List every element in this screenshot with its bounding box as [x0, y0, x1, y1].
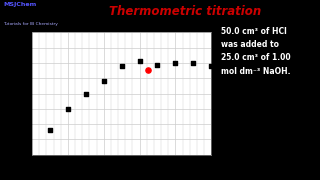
Point [173, 62, 178, 64]
Point [119, 65, 124, 68]
Point [137, 60, 142, 63]
Point [65, 107, 70, 110]
Text: Thermometric titration: Thermometric titration [109, 5, 262, 18]
Text: 50.0 cm³ of HCl
was added to
25.0 cm³ of 1.00
mol dm⁻³ NaOH.: 50.0 cm³ of HCl was added to 25.0 cm³ of… [221, 27, 291, 76]
Point [83, 92, 88, 95]
Point [155, 63, 160, 66]
Point [101, 80, 106, 83]
Y-axis label: Temperature / °C: Temperature / °C [11, 70, 16, 117]
Point [209, 65, 214, 68]
X-axis label: Volume of hydrochloric acid added / cm³: Volume of hydrochloric acid added / cm³ [66, 169, 178, 175]
Text: MSJChem: MSJChem [3, 2, 36, 7]
Text: Tutorials for IB Chemistry: Tutorials for IB Chemistry [3, 22, 58, 26]
Point [47, 129, 52, 132]
Point [191, 62, 196, 64]
Point [146, 68, 151, 71]
